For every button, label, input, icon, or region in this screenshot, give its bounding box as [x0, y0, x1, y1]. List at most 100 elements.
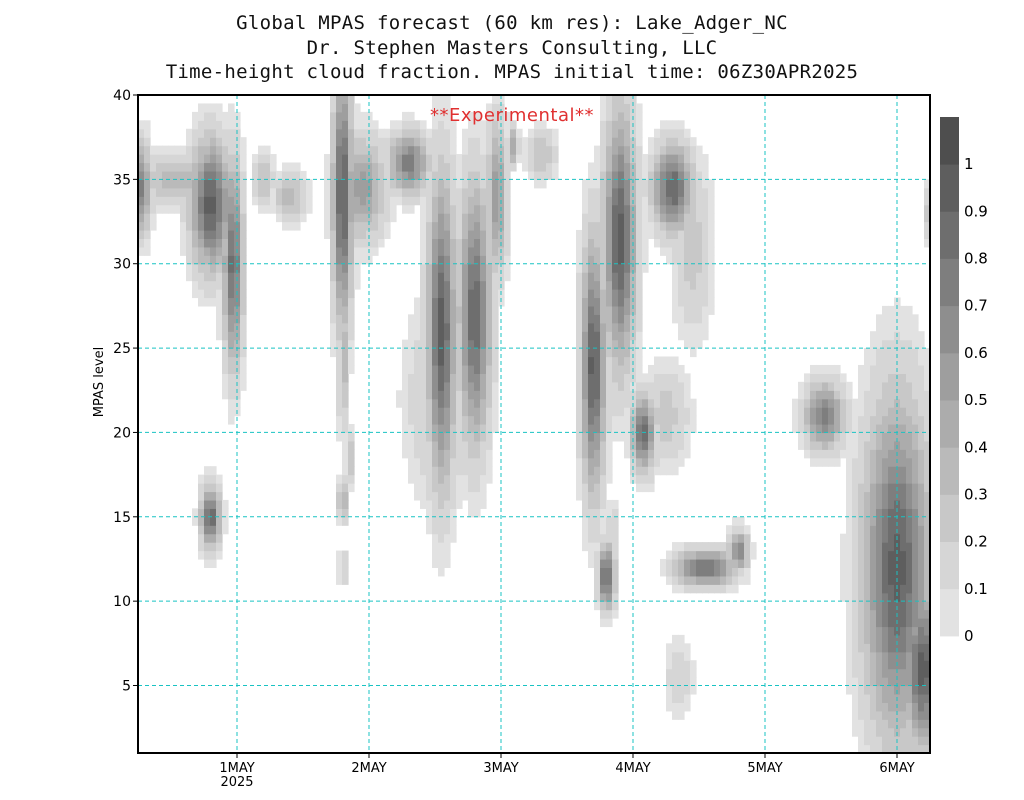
cloud-cell [216, 499, 223, 509]
cloud-cell [870, 736, 877, 746]
cloud-cell [354, 103, 361, 113]
cloud-cell [912, 525, 919, 535]
cloud-cell [432, 255, 439, 265]
cloud-cell [882, 314, 889, 324]
cloud-cell [918, 356, 925, 366]
cloud-cell [900, 398, 907, 408]
cloud-cell [522, 137, 529, 147]
cloud-cell [894, 305, 901, 315]
cloud-cell [870, 440, 877, 450]
cloud-cell [906, 508, 913, 518]
cloud-cell [678, 685, 685, 695]
cloud-cell [576, 246, 583, 256]
cloud-cell [864, 643, 871, 653]
cloud-cell [438, 356, 445, 366]
cloud-cell [912, 449, 919, 459]
cloud-cell [138, 120, 145, 130]
cloud-cell [912, 710, 919, 720]
cloud-cell [576, 272, 583, 282]
cloud-cell [138, 162, 145, 172]
cloud-cell [492, 398, 499, 408]
cloud-cell [900, 364, 907, 374]
cloud-cell [366, 145, 373, 155]
cloud-cell [870, 575, 877, 585]
cloud-cell [264, 204, 271, 214]
cloud-cell [906, 474, 913, 484]
cloud-cell [606, 508, 613, 518]
cloud-cell [600, 255, 607, 265]
cloud-cell [456, 483, 463, 493]
cloud-cell [198, 238, 205, 248]
cloud-cell [240, 381, 247, 391]
cloud-cell [612, 356, 619, 366]
cloud-cell [918, 744, 925, 754]
cloud-cell [852, 643, 859, 653]
cloud-cell [324, 204, 331, 214]
cloud-cell [882, 592, 889, 602]
cloud-cell [438, 179, 445, 189]
plot-frame [137, 94, 931, 754]
cloud-cell [420, 272, 427, 282]
cloud-cell [636, 255, 643, 265]
cloud-cell [630, 187, 637, 197]
cloud-cell [216, 179, 223, 189]
cloud-cell [456, 255, 463, 265]
cloud-cell [732, 525, 739, 535]
cloud-cell [432, 432, 439, 442]
cloud-cell [642, 474, 649, 484]
cloud-cell [186, 162, 193, 172]
cloud-cell [282, 213, 289, 223]
cloud-cell [696, 246, 703, 256]
cloud-cell [426, 128, 433, 138]
cloud-cell [426, 145, 433, 155]
cloud-cell [606, 584, 613, 594]
cloud-cell [846, 677, 853, 687]
cloud-cell [378, 137, 385, 147]
cloud-cell [480, 483, 487, 493]
cloud-cell [828, 457, 835, 467]
cloud-cell [432, 440, 439, 450]
cloud-cell [354, 187, 361, 197]
cloud-cell [282, 204, 289, 214]
cloud-cell [906, 567, 913, 577]
cloud-cell [690, 289, 697, 299]
cloud-cell [924, 651, 931, 661]
cloud-cell [816, 449, 823, 459]
cloud-cell [252, 179, 259, 189]
cloud-cell [444, 331, 451, 341]
cloud-cell [258, 154, 265, 164]
cloud-cell [342, 204, 349, 214]
cloud-cell [492, 229, 499, 240]
cloud-cell [432, 103, 439, 113]
cloud-cell [612, 238, 619, 248]
cloud-cell [732, 575, 739, 585]
cloud-cell [426, 297, 433, 307]
cloud-cell [612, 103, 619, 113]
cloud-cell [852, 558, 859, 569]
cloud-cell [678, 213, 685, 223]
cloud-cell [600, 162, 607, 172]
cloud-cell [336, 483, 343, 493]
cloud-cell [744, 542, 751, 552]
cloud-cell [444, 289, 451, 299]
cloud-cell [858, 440, 865, 450]
cloud-cell [420, 179, 427, 189]
cloud-cell [342, 508, 349, 518]
cloud-cell [594, 449, 601, 459]
cloud-cell [384, 196, 391, 206]
cloud-cell [846, 618, 853, 628]
cloud-cell [342, 499, 349, 509]
cloud-cell [378, 128, 385, 138]
cloud-cell [600, 128, 607, 138]
cloud-cell [480, 331, 487, 341]
cloud-cell [636, 179, 643, 189]
cloud-cell [216, 229, 223, 240]
cloud-cell [648, 432, 655, 442]
cloud-cell [840, 449, 847, 459]
cloud-cell [360, 137, 367, 147]
cloud-cell [456, 187, 463, 197]
cloud-cell [924, 432, 931, 442]
cloud-cell [240, 289, 247, 299]
cloud-cell [420, 407, 427, 417]
cloud-cell [744, 575, 751, 585]
